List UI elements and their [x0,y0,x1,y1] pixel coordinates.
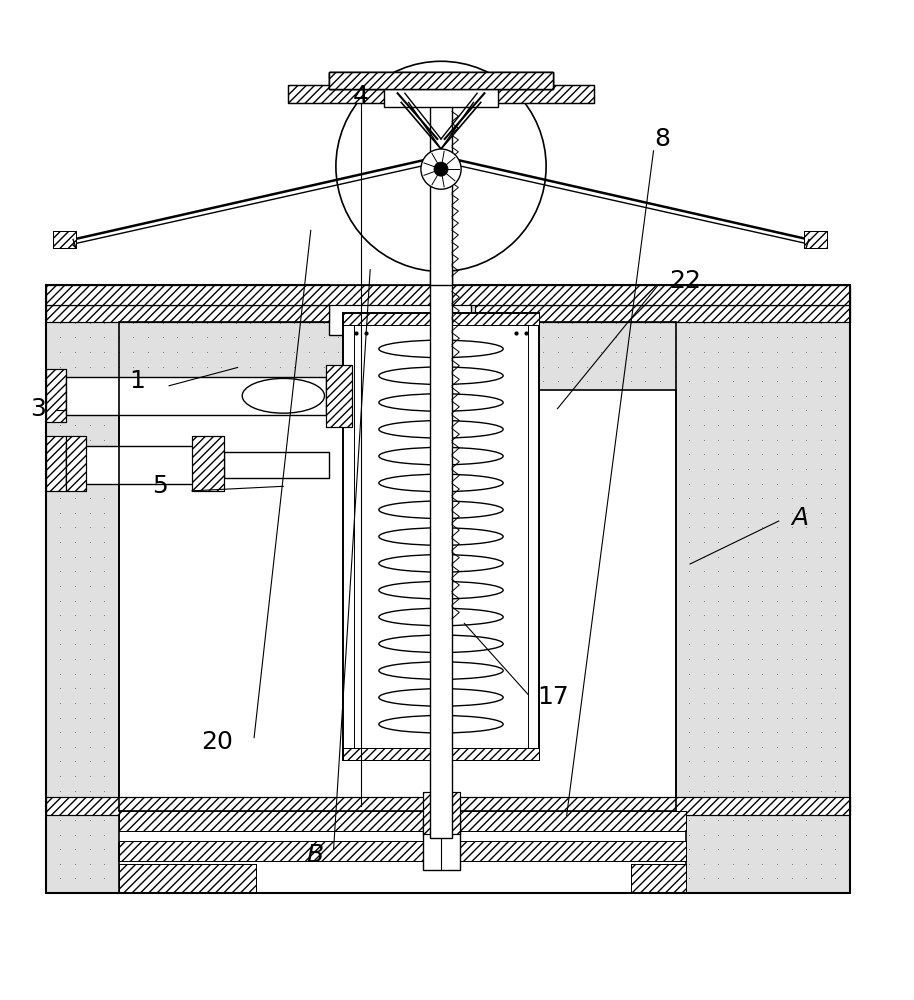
Bar [343,313,539,760]
Bar [119,843,686,893]
Bar [804,231,827,248]
Bar [329,299,471,335]
Bar [119,841,686,861]
Text: 5: 5 [152,474,168,498]
Bar [631,864,686,893]
Bar [46,797,850,815]
Bar [46,285,850,305]
Bar [119,864,256,893]
Bar [430,271,452,838]
Bar [423,792,460,834]
Bar [192,436,224,491]
Bar [119,390,676,811]
Bar [343,748,539,760]
Bar [46,436,66,491]
Bar [288,85,594,103]
Bar [343,313,539,325]
Bar [224,452,329,478]
Bar [53,231,76,248]
Bar [46,285,850,305]
Text: 22: 22 [669,269,702,293]
Bar [329,72,553,89]
Bar [343,313,539,325]
Bar [119,811,686,831]
Bar [631,864,686,893]
Bar [46,285,850,305]
Bar [343,748,539,760]
Bar [46,369,66,422]
Text: 3: 3 [30,397,47,421]
Bar [119,811,686,861]
Bar [66,436,86,491]
Circle shape [434,162,448,176]
Bar [423,817,460,870]
Bar [475,305,850,322]
Bar [326,365,352,427]
Bar [46,436,66,491]
Text: 1: 1 [129,369,145,393]
Text: 17: 17 [537,685,569,709]
Bar [430,102,452,285]
Bar [53,231,76,248]
Bar [329,72,553,89]
Text: 20: 20 [202,730,233,754]
Bar [475,305,850,322]
Text: 4: 4 [353,84,369,108]
Bar [192,436,224,491]
Bar [329,72,553,89]
Bar [66,377,326,415]
Bar [66,436,86,491]
Text: B: B [307,843,324,867]
Bar [119,841,686,861]
Bar [326,365,352,427]
Bar [46,305,329,322]
Bar [423,792,460,834]
Bar [66,446,207,484]
Bar [46,305,329,322]
Ellipse shape [242,378,324,413]
Bar [46,299,850,893]
Bar [46,797,850,815]
Bar [119,864,256,893]
Bar [119,811,686,831]
Text: 8: 8 [654,127,671,151]
Text: A: A [792,506,808,530]
Bar [288,85,594,103]
Bar [384,87,498,107]
Bar [329,72,553,89]
Bar [804,231,827,248]
Circle shape [420,149,462,189]
Bar [46,369,66,422]
Bar [329,72,553,89]
